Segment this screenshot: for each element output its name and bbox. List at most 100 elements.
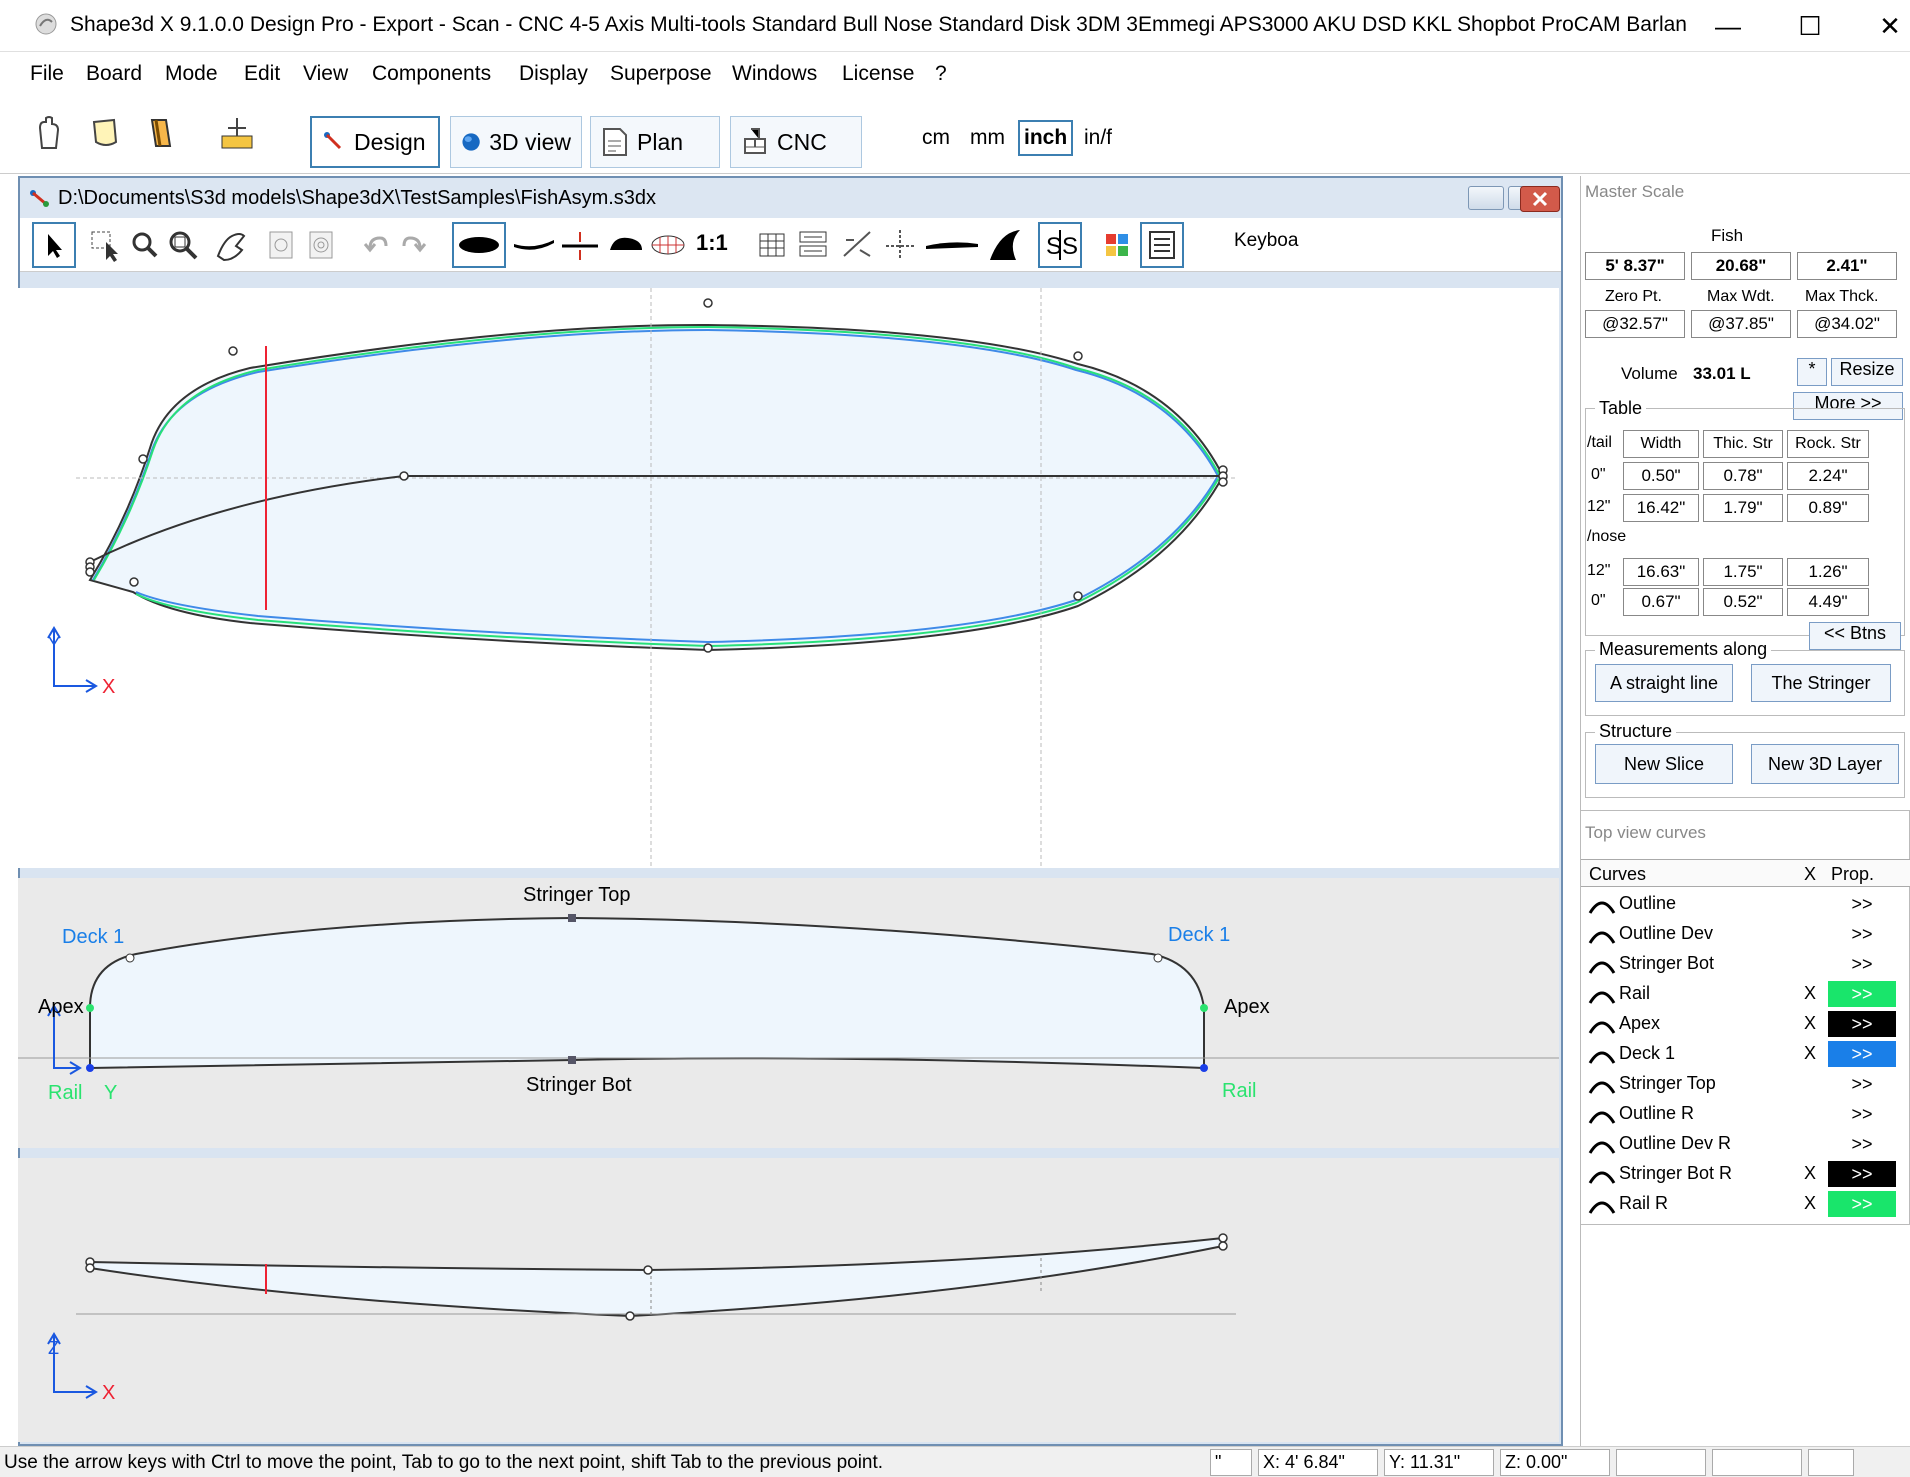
curve-row[interactable]: Rail R X >> (1581, 1189, 1910, 1219)
curve-properties-button[interactable]: >> (1828, 1191, 1896, 1217)
maximize-button[interactable]: ☐ (1798, 11, 1822, 41)
curve-properties-button[interactable]: >> (1828, 1011, 1896, 1037)
nose-row-rock[interactable]: 1.26" (1787, 558, 1869, 586)
max-thck-field[interactable]: @34.02" (1797, 310, 1897, 338)
nose-row-rock[interactable]: 4.49" (1787, 588, 1869, 616)
stringer-button[interactable]: The Stringer (1751, 664, 1891, 702)
max-wdt-field[interactable]: @37.85" (1691, 310, 1791, 338)
tail-row-width[interactable]: 16.42" (1623, 494, 1699, 522)
resize-button[interactable]: Resize (1831, 358, 1903, 386)
curve-properties-button[interactable]: >> (1828, 1041, 1896, 1067)
curve-row[interactable]: Stringer Top >> (1581, 1069, 1910, 1099)
curve-visible-toggle[interactable]: X (1804, 1013, 1817, 1033)
board-side-icon[interactable] (512, 226, 556, 264)
zero-pt-field[interactable]: @32.57" (1585, 310, 1685, 338)
fit-icon[interactable] (264, 226, 298, 264)
new-3d-layer-button[interactable]: New 3D Layer (1751, 744, 1899, 784)
scale-one-to-one[interactable]: 1:1 (696, 230, 728, 255)
top-view-panel[interactable]: Y X (18, 288, 1559, 868)
curve-properties-button[interactable]: >> (1851, 1074, 1873, 1094)
curve-row[interactable]: Apex X >> (1581, 1009, 1910, 1039)
btns-button[interactable]: << Btns (1809, 622, 1901, 650)
curve-properties-button[interactable]: >> (1851, 894, 1873, 914)
close-button[interactable]: ✕ (1879, 11, 1901, 41)
select-tool-button[interactable] (32, 222, 76, 268)
nose-row-width[interactable]: 0.67" (1623, 588, 1699, 616)
length-field[interactable]: 5' 8.37" (1585, 252, 1685, 280)
curve-visible-toggle[interactable]: X (1804, 1043, 1817, 1063)
curve-row[interactable]: Outline R >> (1581, 1099, 1910, 1129)
board-bottom-icon[interactable] (606, 226, 646, 264)
keyboard-label[interactable]: Keyboa (1234, 230, 1299, 251)
menu-components[interactable]: Components (372, 62, 492, 85)
menu-board[interactable]: Board (86, 62, 143, 85)
star-button[interactable]: * (1797, 358, 1827, 386)
mode-design-button[interactable]: Design (310, 116, 440, 168)
zoom-icon[interactable] (130, 226, 160, 264)
symmetry-icon[interactable] (840, 226, 876, 264)
redo-icon[interactable] (398, 226, 428, 264)
unit-mm-button[interactable]: mm (970, 126, 1005, 149)
curve-visible-toggle[interactable]: X (1804, 1163, 1817, 1183)
curve-properties-button[interactable]: >> (1851, 954, 1873, 974)
menu-mode[interactable]: Mode (165, 62, 218, 85)
open-board-icon[interactable] (86, 114, 124, 152)
nose-row-thic[interactable]: 1.75" (1703, 558, 1783, 586)
curve-properties-button[interactable]: >> (1851, 1134, 1873, 1154)
menu-edit[interactable]: Edit (244, 62, 281, 85)
curve-row[interactable]: Stringer Bot R X >> (1581, 1159, 1910, 1189)
curve-row[interactable]: Outline Dev >> (1581, 919, 1910, 949)
slice-drawing[interactable] (18, 878, 1559, 1148)
top-view-button[interactable] (452, 222, 506, 268)
minimize-button[interactable]: — (1715, 11, 1741, 41)
mode-cnc-button[interactable]: CNC (730, 116, 862, 168)
curve-properties-button[interactable]: >> (1828, 1161, 1896, 1187)
nose-row-thic[interactable]: 0.52" (1703, 588, 1783, 616)
axis-icon[interactable] (882, 226, 918, 264)
curve-visible-toggle[interactable]: X (1804, 1193, 1817, 1213)
undo-icon[interactable] (362, 226, 392, 264)
tail-row-thic[interactable]: 1.79" (1703, 494, 1783, 522)
rocker-drawing[interactable]: Z X (18, 1158, 1559, 1442)
curve-row[interactable]: Outline >> (1581, 889, 1910, 919)
menu-license[interactable]: License (842, 62, 915, 85)
new-slice-button[interactable]: New Slice (1595, 744, 1733, 784)
nose-row-width[interactable]: 16.63" (1623, 558, 1699, 586)
unit-cm-button[interactable]: cm (922, 126, 950, 149)
select-box-icon[interactable] (88, 226, 124, 264)
hand-icon[interactable] (30, 114, 68, 152)
doc-close-button[interactable] (1520, 186, 1560, 212)
side-view-panel[interactable]: Z X (18, 1158, 1559, 1442)
slice-icon[interactable] (560, 226, 600, 264)
doc-minimize-button[interactable] (1468, 186, 1504, 210)
unit-inf-button[interactable]: in/f (1084, 126, 1113, 149)
thickness-field[interactable]: 2.41" (1797, 252, 1897, 280)
tail-row-width[interactable]: 0.50" (1623, 462, 1699, 490)
measure-icon[interactable] (218, 114, 256, 152)
grid-icon[interactable] (756, 226, 790, 264)
slice-view-panel[interactable]: Stringer Top Stringer Bot Deck 1 Deck 1 … (18, 878, 1559, 1148)
tail-row-rock[interactable]: 2.24" (1787, 462, 1869, 490)
curve-properties-button[interactable]: >> (1851, 924, 1873, 944)
properties-button[interactable] (1140, 222, 1184, 268)
curve-properties-button[interactable]: >> (1828, 981, 1896, 1007)
save-board-icon[interactable] (142, 114, 180, 152)
curve-row[interactable]: Outline Dev R >> (1581, 1129, 1910, 1159)
curve-row[interactable]: Rail X >> (1581, 979, 1910, 1009)
width-field[interactable]: 20.68" (1691, 252, 1791, 280)
mode-3dview-button[interactable]: 3D view (450, 116, 582, 168)
menu-superpose[interactable]: Superpose (610, 62, 712, 85)
zoom-window-icon[interactable] (166, 226, 200, 264)
unit-inch-button[interactable]: inch (1018, 120, 1074, 156)
fin-icon[interactable] (986, 226, 1026, 264)
stringer-icon[interactable] (924, 226, 980, 264)
curve-visible-toggle[interactable]: X (1804, 983, 1817, 1003)
fit-all-icon[interactable] (304, 226, 338, 264)
colors-icon[interactable] (1102, 226, 1134, 264)
menu-file[interactable]: File (30, 62, 64, 85)
tail-row-rock[interactable]: 0.89" (1787, 494, 1869, 522)
layers-icon[interactable] (796, 226, 832, 264)
curve-properties-button[interactable]: >> (1851, 1104, 1873, 1124)
menu-help[interactable]: ? (935, 62, 947, 85)
